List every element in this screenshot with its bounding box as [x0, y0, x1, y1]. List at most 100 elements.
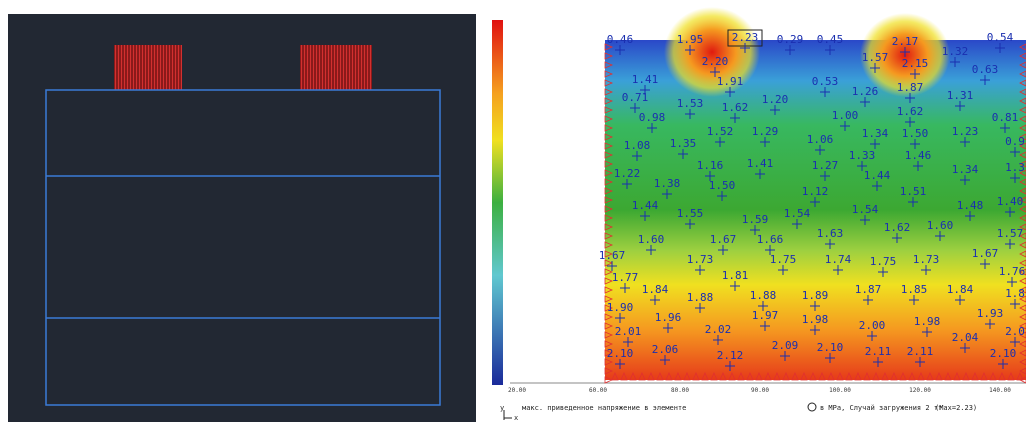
contour-label: 1.16 — [697, 159, 724, 172]
contour-label: 1.52 — [707, 125, 734, 138]
contour-label: 1.08 — [624, 139, 651, 152]
contour-label: 1.84 — [642, 283, 669, 296]
contour-label: 1.75 — [770, 253, 797, 266]
contour-label: 2.02 — [705, 323, 732, 336]
axis-y: y — [500, 404, 504, 412]
contour-label: 1.34 — [952, 163, 979, 176]
contour-label: 0.29 — [777, 33, 804, 46]
contour-label: 1.54 — [852, 203, 879, 216]
axis-label: 120.00 — [909, 387, 931, 394]
contour-label: 2.10 — [817, 341, 844, 354]
contour-label: 1.62 — [722, 101, 749, 114]
contour-label: 1.90 — [607, 301, 634, 314]
contour-label: 1.46 — [905, 149, 932, 162]
contour-label: 1.3 — [1005, 161, 1025, 174]
contour-label: 1.62 — [884, 221, 911, 234]
contour-label: 1.54 — [784, 207, 811, 220]
units: в MPa, Случай загружения 2 тт — [820, 404, 942, 412]
model-view — [8, 14, 476, 422]
contour-label: 1.12 — [802, 185, 829, 198]
load — [114, 45, 182, 90]
contour-label: 1.20 — [762, 93, 789, 106]
contour-label: 1.66 — [757, 233, 784, 246]
contour-label: 1.40 — [997, 195, 1024, 208]
contour-label: 2.06 — [652, 343, 679, 356]
contour-label: 1.41 — [632, 73, 659, 86]
contour-label: 1.60 — [638, 233, 665, 246]
contour-label: 1.50 — [902, 127, 929, 140]
contour-label: 1.44 — [864, 169, 891, 182]
contour-label: 2.09 — [772, 339, 799, 352]
contour-label: 0.71 — [622, 91, 649, 104]
contour-label: 1.88 — [750, 289, 777, 302]
contour-label: 1.89 — [802, 289, 829, 302]
axis-label: 100.00 — [829, 387, 851, 394]
contour-label: 1.74 — [825, 253, 852, 266]
contour-label: 1.22 — [614, 167, 641, 180]
contour-label: 2.11 — [907, 345, 934, 358]
contour-label: 1.44 — [632, 199, 659, 212]
contour-label: 1.06 — [807, 133, 834, 146]
contour-label: 1.55 — [677, 207, 704, 220]
contour-label: 2.01 — [615, 325, 642, 338]
contour-label: 2.00 — [859, 319, 886, 332]
contour-label: 1.8 — [1005, 287, 1025, 300]
contour-label: 2.0 — [1005, 325, 1025, 338]
contour-label: 2.17 — [892, 35, 919, 48]
contour-label: 1.27 — [812, 159, 839, 172]
contour-label: 1.67 — [599, 249, 626, 262]
contour-label: 1.00 — [832, 109, 859, 122]
contour-label: 1.77 — [612, 271, 639, 284]
hotspot — [664, 7, 760, 97]
color-scale — [492, 20, 503, 385]
contour-label: 1.32 — [942, 45, 969, 58]
contour-label: 1.84 — [947, 283, 974, 296]
page: {"right_panel": { "contour_labels": ["0.… — [0, 0, 1026, 422]
contour-label: 2.20 — [702, 55, 729, 68]
contour-label: 1.29 — [752, 125, 779, 138]
axis-label: 20.00 — [508, 387, 526, 394]
contour-label: 2.10 — [607, 347, 634, 360]
contour-label: 1.88 — [687, 291, 714, 304]
contour-label: 1.67 — [710, 233, 737, 246]
contour-label: 0.53 — [812, 75, 839, 88]
contour-label: 1.73 — [913, 253, 940, 266]
contour-label: 1.31 — [947, 89, 974, 102]
screen: y x макс. приведенное напряжение в элеме… — [0, 0, 1026, 422]
contour-label: 1.67 — [972, 247, 999, 260]
contour-label: 1.38 — [654, 177, 681, 190]
contour-label: 1.60 — [927, 219, 954, 232]
contour-label: 1.26 — [852, 85, 879, 98]
contour-label: 1.96 — [655, 311, 682, 324]
contour-label: 1.87 — [897, 81, 924, 94]
contour-label: 1.59 — [742, 213, 769, 226]
axis-label: 60.00 — [589, 387, 607, 394]
axis-label: 140.00 — [989, 387, 1011, 394]
contour-label: 1.51 — [900, 185, 927, 198]
contour-label: 1.57 — [862, 51, 889, 64]
contour-label: 0.54 — [987, 31, 1014, 44]
contour-label: 1.93 — [977, 307, 1004, 320]
contour-label: 0.46 — [607, 33, 634, 46]
contour-label: 2.15 — [902, 57, 929, 70]
contour-label: 1.98 — [802, 313, 829, 326]
contour-label: 0.98 — [639, 111, 666, 124]
contour-label: 0.9 — [1005, 135, 1025, 148]
axis-label: 80.00 — [671, 387, 689, 394]
contour-label: 1.53 — [677, 97, 704, 110]
contour-label: 1.81 — [722, 269, 749, 282]
contour-label: 2.23 — [732, 31, 759, 44]
contour-label: 0.45 — [817, 33, 844, 46]
contour-label: 2.10 — [990, 347, 1017, 360]
contour-label: 1.98 — [914, 315, 941, 328]
contour-label: 2.04 — [952, 331, 979, 344]
axis-x: x — [514, 414, 518, 422]
contour-label: 0.81 — [992, 111, 1019, 124]
contour-label: 1.63 — [817, 227, 844, 240]
icon — [808, 403, 816, 411]
contour-label: 1.48 — [957, 199, 984, 212]
contour-label: 1.57 — [997, 227, 1024, 240]
contour-label: 2.12 — [717, 349, 744, 362]
contour-label: 0.63 — [972, 63, 999, 76]
contour-label: 1.41 — [747, 157, 774, 170]
